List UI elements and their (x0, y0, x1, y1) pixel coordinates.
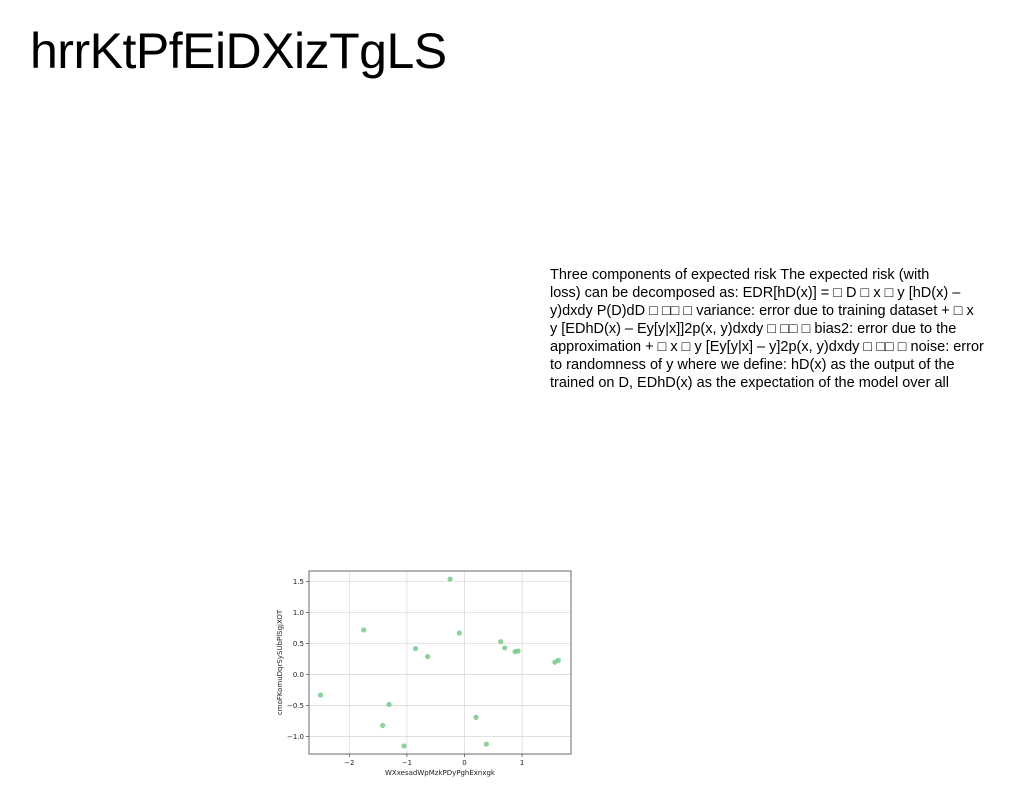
chart-svg: −2 −1 0 1 −1.0 −0.5 0.0 0.5 1.0 1.5 WXxesadWpMzkP… (276, 570, 572, 777)
data-point (498, 639, 504, 645)
data-point (473, 714, 479, 720)
y-tick-label: 0.5 (293, 640, 304, 648)
data-point (380, 722, 386, 729)
data-point (412, 645, 419, 652)
x-axis-label: WXxesadWpMzkPDyPghExnxgk (385, 769, 496, 777)
x-tick-label: 1 (520, 759, 524, 767)
body-paragraph: Three components of expected risk The ex… (550, 267, 984, 391)
grid-layer (309, 571, 571, 754)
page-title: hrrKtPfEiDXizTgLS (30, 23, 447, 79)
data-point (447, 576, 453, 582)
points-layer (317, 576, 561, 749)
y-tick-label: 0.0 (293, 671, 304, 679)
y-tick-label: 1.5 (293, 578, 304, 586)
y-tick-label: −1.0 (287, 733, 304, 741)
plot-frame (308, 570, 572, 755)
x-tick-label: 0 (462, 759, 466, 767)
data-point (317, 692, 324, 698)
data-point (361, 627, 367, 633)
data-point (401, 743, 407, 749)
data-point (386, 701, 392, 707)
y-axis-label: cmoFKomuDqrSySUbPlSgjXOT (276, 609, 284, 715)
data-point (515, 648, 521, 654)
x-tick-label: −1 (402, 759, 412, 767)
y-tick-label: −0.5 (287, 702, 304, 710)
scatter-chart: −2 −1 0 1 −1.0 −0.5 0.0 0.5 1.0 1.5 WXxesadWpMzkP… (270, 565, 580, 780)
ticks-layer: −2 −1 0 1 −1.0 −0.5 0.0 0.5 1.0 1.5 (287, 578, 524, 767)
x-tick-label: −2 (344, 759, 354, 767)
data-point (425, 654, 431, 660)
data-point (483, 741, 489, 747)
data-point (502, 645, 508, 651)
y-tick-label: 1.0 (293, 609, 304, 617)
data-point (555, 657, 561, 663)
data-point (456, 630, 462, 636)
